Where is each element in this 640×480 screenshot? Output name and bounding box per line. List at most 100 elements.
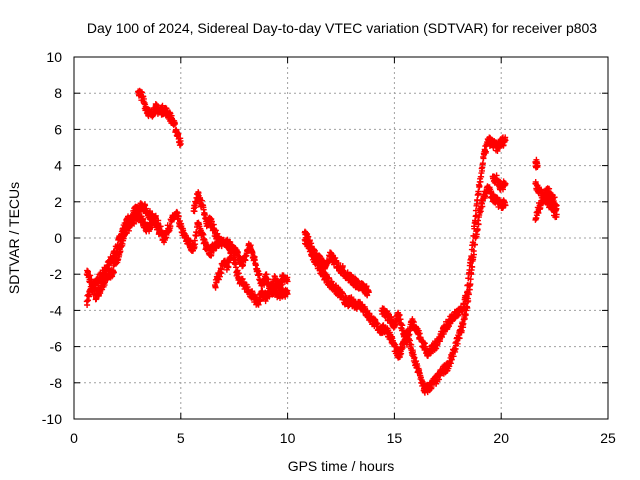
data-point <box>553 206 560 213</box>
y-tick-label: 0 <box>54 230 62 246</box>
data-point <box>216 238 223 245</box>
data-point <box>263 271 270 278</box>
data-point <box>461 303 468 310</box>
data-point <box>230 245 236 251</box>
data-point <box>475 221 482 228</box>
y-tick-label: -2 <box>50 266 63 282</box>
data-point <box>544 195 550 201</box>
data-point <box>471 225 478 232</box>
data-point <box>479 203 486 210</box>
y-tick-label: 8 <box>54 85 62 101</box>
data-point <box>284 291 291 298</box>
chart-title: Day 100 of 2024, Sidereal Day-to-day VTE… <box>87 20 597 36</box>
data-point <box>447 360 454 367</box>
data-point <box>175 213 182 220</box>
data-point <box>174 209 181 216</box>
data-points <box>83 87 560 396</box>
x-tick-label: 0 <box>70 430 78 446</box>
data-point <box>152 216 159 222</box>
data-point <box>366 310 373 317</box>
y-tick-label: -10 <box>42 411 62 427</box>
data-point <box>399 345 406 352</box>
data-point <box>502 180 509 187</box>
data-point <box>88 276 95 283</box>
data-point <box>233 264 239 271</box>
data-point <box>365 289 372 296</box>
data-point <box>175 130 182 137</box>
data-point <box>147 208 153 215</box>
data-point <box>406 331 413 338</box>
data-point <box>215 276 222 283</box>
data-point <box>326 275 333 281</box>
data-point <box>212 227 219 234</box>
x-tick-label: 20 <box>493 430 509 446</box>
data-point <box>363 283 370 290</box>
data-point <box>482 148 489 155</box>
data-point <box>111 269 117 276</box>
data-point <box>218 270 225 277</box>
data-point <box>534 162 541 169</box>
y-axis-label: SDTVAR / TECUs <box>6 182 22 294</box>
data-point <box>417 374 424 381</box>
data-point <box>129 218 136 224</box>
data-point <box>494 148 501 154</box>
data-point <box>474 226 481 233</box>
data-point <box>167 223 174 230</box>
data-point <box>502 137 509 144</box>
data-point <box>457 328 464 335</box>
data-point <box>191 208 198 215</box>
data-point <box>422 343 429 350</box>
data-point <box>306 237 313 244</box>
data-point <box>156 229 163 236</box>
data-point <box>130 215 137 222</box>
data-point <box>186 237 193 244</box>
data-point <box>235 270 242 277</box>
data-point <box>464 305 471 311</box>
data-point <box>502 202 509 209</box>
x-tick-label: 5 <box>177 430 185 446</box>
data-point <box>284 278 291 285</box>
data-point <box>474 197 481 204</box>
data-point <box>464 282 471 288</box>
y-tick-label: -4 <box>50 302 63 318</box>
data-point <box>172 120 178 127</box>
data-point <box>464 288 471 295</box>
data-point <box>470 233 477 240</box>
y-tick-label: -6 <box>50 339 63 355</box>
data-point <box>458 327 465 334</box>
data-point <box>456 335 463 342</box>
x-tick-label: 10 <box>280 430 296 446</box>
y-tick-label: 2 <box>54 194 62 210</box>
data-point <box>413 358 420 365</box>
y-tick-label: -8 <box>50 375 63 391</box>
data-point <box>87 272 94 279</box>
data-point <box>278 281 285 288</box>
data-point <box>177 140 184 147</box>
y-tick-label: 6 <box>54 121 62 137</box>
data-point <box>470 239 477 246</box>
data-point <box>551 194 558 201</box>
data-point <box>454 340 461 347</box>
data-point <box>415 327 422 334</box>
data-point <box>240 262 246 269</box>
data-point <box>192 241 199 248</box>
x-axis-label: GPS time / hours <box>288 458 395 474</box>
y-tick-label: 10 <box>46 49 62 65</box>
y-tick-label: 4 <box>54 158 62 174</box>
data-point <box>374 320 381 327</box>
data-point <box>546 185 553 192</box>
data-point <box>450 353 457 360</box>
data-point <box>440 330 447 337</box>
data-point <box>553 211 560 218</box>
data-point <box>468 254 475 261</box>
data-point <box>473 212 480 219</box>
data-point <box>411 354 418 361</box>
axis-ticks: 0 5 10 15 20 25 -10 -8 -6 -4 -2 0 2 4 6 8 10 <box>42 49 616 446</box>
data-point <box>472 219 479 225</box>
data-point <box>149 211 156 218</box>
x-tick-label: 15 <box>387 430 403 446</box>
x-tick-label: 25 <box>600 430 616 446</box>
data-point <box>475 190 482 197</box>
data-point <box>256 270 263 277</box>
